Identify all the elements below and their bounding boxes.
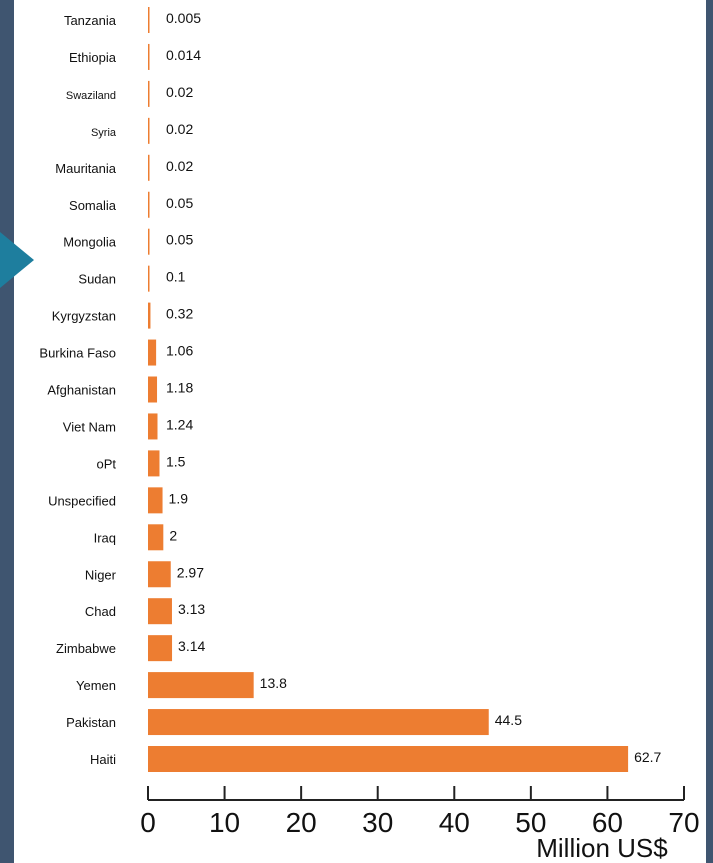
bar: [148, 746, 629, 772]
category-label: Syria: [91, 127, 117, 139]
frame-right-border: [706, 0, 713, 863]
bar: [148, 228, 150, 255]
bar: [148, 413, 158, 440]
data-label: 2: [169, 527, 177, 543]
bar: [148, 598, 172, 625]
bar: [148, 7, 150, 33]
category-label: Pakistan: [66, 715, 116, 730]
category-label: Ethiopia: [69, 50, 117, 65]
category-label: Chad: [85, 604, 116, 619]
bar: [148, 265, 150, 292]
category-label: Haiti: [90, 752, 116, 767]
category-label: Mongolia: [63, 235, 117, 250]
bar: [148, 672, 254, 699]
category-label: Kyrgyzstan: [52, 309, 116, 324]
data-label: 62.7: [634, 749, 661, 765]
bar: [148, 450, 160, 477]
category-label: Sudan: [78, 272, 116, 287]
x-tick-label: 40: [439, 807, 470, 838]
data-label: 1.06: [166, 343, 193, 359]
frame-left-border: [0, 0, 14, 863]
data-label: 0.02: [166, 84, 193, 100]
data-label: 1.18: [166, 380, 193, 396]
data-label: 0.005: [166, 10, 201, 26]
x-tick-label: 70: [668, 807, 699, 838]
bar: [148, 635, 173, 662]
category-label: Viet Nam: [63, 419, 116, 434]
category-labels: Tanzania Ethiopia Swaziland Syria Mauritania…: [39, 13, 116, 767]
data-label: 3.13: [178, 601, 205, 617]
data-label: 0.05: [166, 232, 193, 248]
category-label: Tanzania: [64, 13, 117, 28]
category-label: Somalia: [69, 198, 117, 213]
x-tick-label: 50: [515, 807, 546, 838]
data-label: 1.9: [169, 490, 189, 506]
category-label: oPt: [96, 456, 116, 471]
data-label: 0.014: [166, 47, 201, 63]
data-label: 13.8: [260, 675, 287, 691]
bar: [148, 302, 151, 329]
category-label: Burkina Faso: [39, 346, 116, 361]
data-label: 2.97: [177, 564, 204, 580]
category-label: Iraq: [94, 530, 116, 545]
data-label: 0.02: [166, 121, 193, 137]
data-label: 0.32: [166, 306, 193, 322]
x-axis: 0 10 20 30 40 50 60 70: [140, 786, 700, 838]
bar: [148, 43, 150, 70]
data-label: 0.05: [166, 195, 193, 211]
x-tick-label: 60: [592, 807, 623, 838]
data-label: 0.02: [166, 158, 193, 174]
bar: [148, 154, 150, 181]
category-label: Swaziland: [66, 90, 116, 102]
category-label: Unspecified: [48, 493, 116, 508]
bar: [148, 487, 163, 514]
x-tick-label: 0: [140, 807, 156, 838]
bars: [148, 7, 629, 772]
bar: [148, 117, 150, 144]
category-label: Niger: [85, 567, 117, 582]
x-tick-label: 10: [209, 807, 240, 838]
x-tick-label: 30: [362, 807, 393, 838]
data-label: 1.24: [166, 416, 193, 432]
data-label: 44.5: [495, 712, 522, 728]
bar: [148, 524, 164, 551]
data-label: 0.1: [166, 269, 186, 285]
category-label: Zimbabwe: [56, 641, 116, 656]
bar: [148, 561, 171, 588]
data-label: 3.14: [178, 638, 205, 654]
bar: [148, 709, 489, 736]
bar: [148, 339, 157, 366]
x-tick-label: 20: [286, 807, 317, 838]
data-label: 1.5: [166, 453, 186, 469]
bar: [148, 376, 158, 403]
value-labels: 0.005 0.014 0.02 0.02 0.02 0.05 0.05 0.1 0.32 1.0…: [166, 10, 662, 765]
pointer-arrow-icon: [0, 232, 34, 288]
category-label: Mauritania: [55, 161, 116, 176]
category-label: Yemen: [76, 678, 116, 693]
bar: [148, 191, 150, 218]
bar: [148, 80, 150, 107]
category-label: Afghanistan: [47, 383, 116, 398]
x-axis-title: Million US$: [536, 833, 668, 863]
